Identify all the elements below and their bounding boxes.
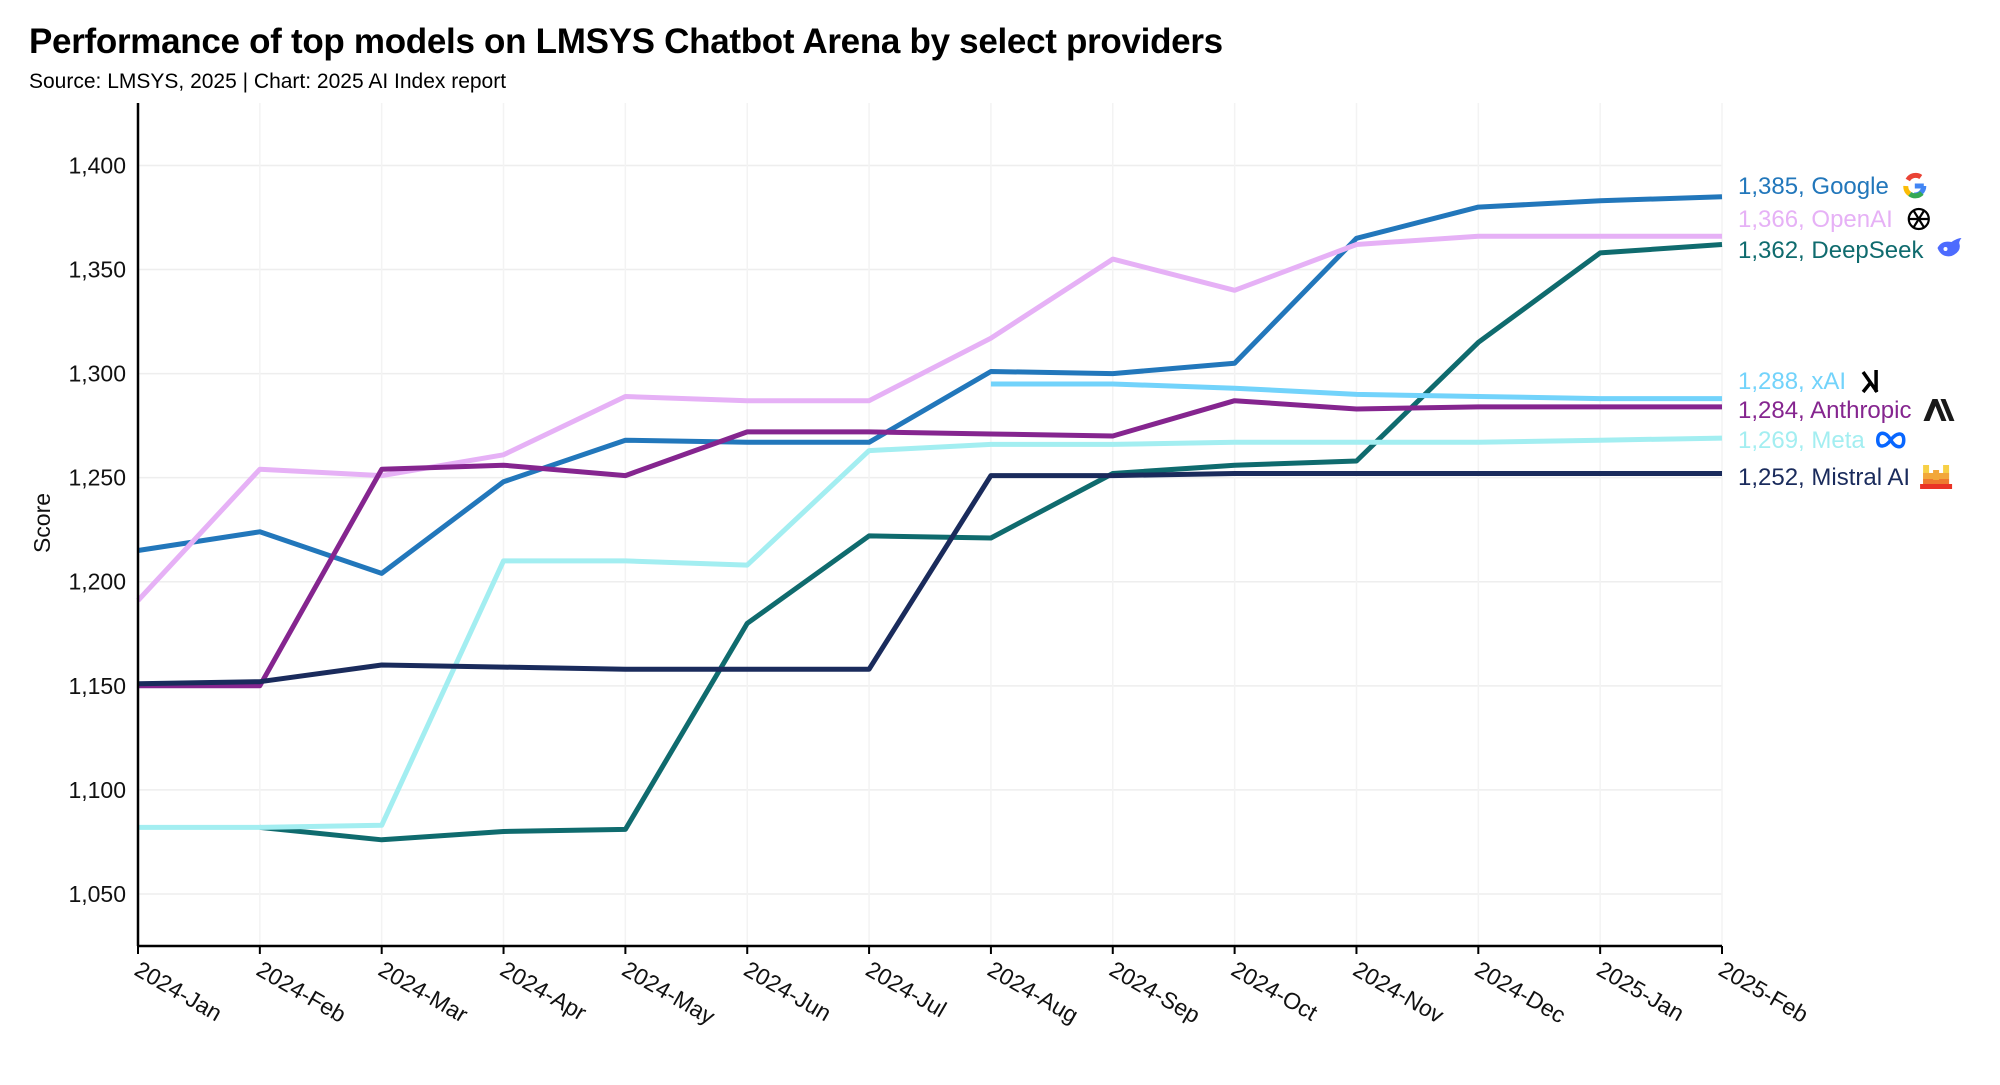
- mistral-icon: [1920, 465, 1953, 489]
- x-tick-label: 2024-Nov: [1349, 956, 1449, 1029]
- x-tick-label: 2024-Jun: [740, 956, 836, 1026]
- series-label-google: 1,385, Google: [1738, 172, 1927, 200]
- series-end-label: 1,385, Google: [1738, 173, 1889, 200]
- deepseek-whale-icon: [1937, 238, 1962, 257]
- series-label-openai: 1,366, OpenAI: [1738, 206, 1930, 233]
- y-tick-label: 1,050: [68, 881, 126, 907]
- series-end-label: 1,252, Mistral AI: [1738, 464, 1910, 491]
- y-tick-label: 1,350: [68, 257, 126, 283]
- x-tick-label: 2024-Apr: [496, 956, 591, 1026]
- x-tick-label: 2024-May: [618, 956, 720, 1030]
- series-line-google: [137, 194, 1723, 576]
- series-line-xai: [990, 381, 1722, 402]
- x-tick-label: 2025-Jan: [1593, 956, 1689, 1026]
- series-label-xai: 1,288, xAI: [1738, 368, 1879, 395]
- series-end-label: 1,288, xAI: [1738, 368, 1846, 395]
- x-tick-label: 2024-Sep: [1105, 956, 1204, 1028]
- series-line-openai: [136, 233, 1722, 603]
- axes: 1,050 1,100 1,150 1,200 1,250 1,300 1,350 1,400…: [68, 103, 1813, 1030]
- y-tick-label: 1,400: [68, 152, 126, 178]
- chart-subtitle: Source: LMSYS, 2025 | Chart: 2025 AI Ind…: [29, 70, 507, 93]
- series-line-meta: [138, 435, 1723, 830]
- anthropic-icon: [1923, 399, 1955, 421]
- series-lines: [136, 194, 1723, 843]
- x-tick-label: 2024-Dec: [1471, 956, 1570, 1028]
- x-tick-label: 2025-Feb: [1715, 956, 1813, 1028]
- y-tick-label: 1,300: [68, 361, 126, 387]
- series-labels: 1,385, Google 1,366, OpenAI 1,362, DeepSee…: [1738, 172, 1962, 491]
- grid: [137, 103, 1723, 946]
- x-tick-label: 2024-Aug: [983, 956, 1082, 1028]
- series-line-deepseek: [259, 242, 1723, 843]
- series-end-label: 1,362, DeepSeek: [1738, 237, 1924, 264]
- series-line-mistral-ai: [137, 471, 1722, 687]
- x-tick-label: 2024-Feb: [252, 956, 350, 1028]
- meta-icon: [1875, 431, 1906, 449]
- series-end-label: 1,284, Anthropic: [1738, 397, 1911, 424]
- y-axis-label: Score: [29, 493, 55, 553]
- series-end-label: 1,269, Meta: [1738, 427, 1865, 454]
- x-tick-label: 2024-Mar: [374, 956, 473, 1028]
- y-tick-label: 1,200: [68, 569, 126, 595]
- y-tick-label: 1,150: [68, 673, 126, 699]
- series-end-label: 1,366, OpenAI: [1738, 206, 1893, 233]
- chart-title: Performance of top models on LMSYS Chatb…: [29, 22, 1223, 61]
- google-icon: [1903, 172, 1927, 199]
- openai-icon: [1907, 207, 1930, 231]
- x-tick-label: 2024-Jan: [131, 956, 227, 1026]
- series-label-deepseek: 1,362, DeepSeek: [1738, 237, 1962, 264]
- x-tick-label: 2024-Oct: [1227, 956, 1322, 1026]
- series-label-anthropic: 1,284, Anthropic: [1738, 397, 1955, 424]
- y-tick-label: 1,100: [68, 777, 126, 803]
- x-tick-label: 2024-Jul: [862, 956, 951, 1023]
- series-line-anthropic: [138, 398, 1722, 689]
- series-label-mistral-ai: 1,252, Mistral AI: [1738, 464, 1953, 491]
- series-label-meta: 1,269, Meta: [1738, 427, 1906, 454]
- y-tick-label: 1,250: [68, 465, 126, 491]
- xai-icon: [1861, 370, 1879, 394]
